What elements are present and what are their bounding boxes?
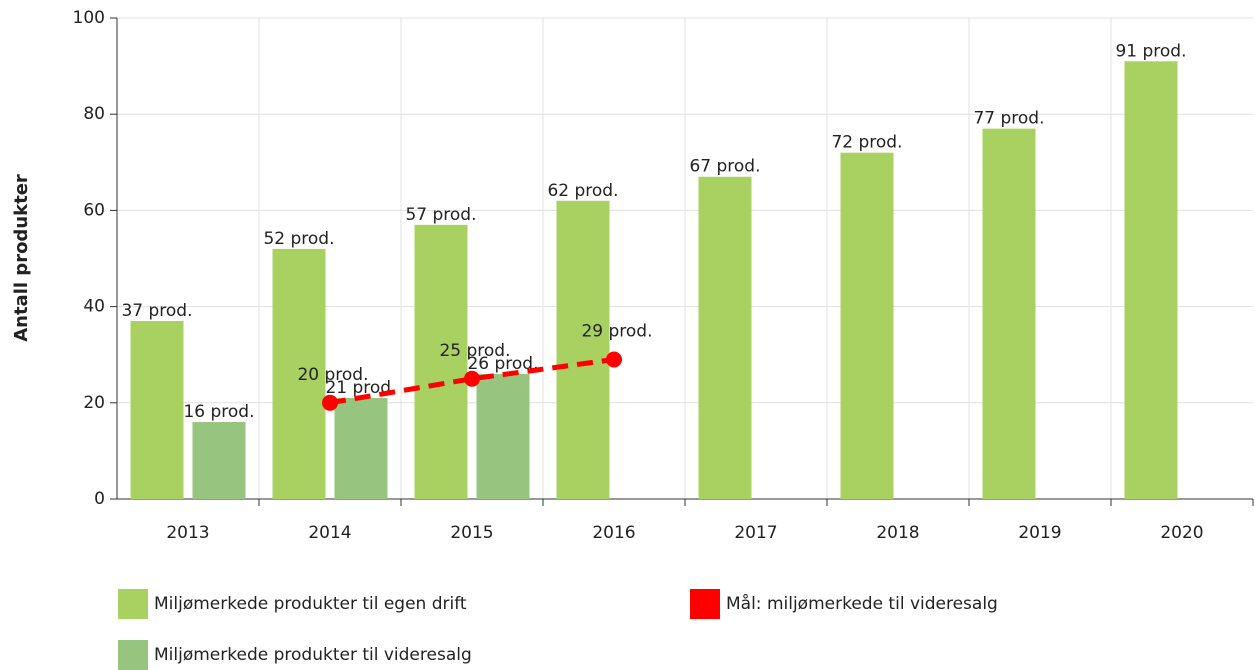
legend-label: Mål: miljømerkede til videresalg — [726, 593, 998, 614]
y-tick-label: 60 — [83, 200, 105, 220]
legend-swatch — [118, 589, 148, 619]
x-tick-label: 2015 — [450, 523, 493, 543]
x-tick-label: 2020 — [1160, 523, 1203, 543]
x-tick-label: 2017 — [734, 523, 777, 543]
y-axis-label: Antall produkter — [11, 174, 32, 342]
value-label: 72 prod. — [831, 133, 902, 153]
bar — [272, 248, 326, 499]
value-label: 62 prod. — [547, 181, 618, 201]
bar — [334, 397, 388, 499]
value-label: 25 prod. — [439, 341, 510, 361]
bar — [982, 128, 1036, 499]
value-label: 16 prod. — [183, 402, 254, 422]
bar — [476, 373, 530, 499]
x-tick-label: 2018 — [876, 523, 919, 543]
legend-swatch — [118, 640, 148, 670]
legend-label: Miljømerkede produkter til videresalg — [154, 645, 472, 665]
legend-label: Miljømerkede produkter til egen drift — [154, 594, 467, 614]
point — [606, 351, 622, 368]
x-tick-label: 2014 — [308, 523, 351, 543]
point — [464, 370, 480, 387]
value-label: 57 prod. — [405, 205, 476, 225]
bar — [698, 176, 752, 500]
value-label: 91 prod. — [1115, 41, 1186, 61]
value-label: 77 prod. — [973, 109, 1044, 129]
value-label: 37 prod. — [121, 301, 192, 321]
y-tick-label: 0 — [94, 489, 105, 509]
x-tick-label: 2019 — [1018, 523, 1061, 543]
value-label: 52 prod. — [263, 229, 334, 249]
point — [322, 394, 338, 411]
value-label: 29 prod. — [581, 322, 652, 342]
line — [329, 357, 615, 406]
bar — [556, 200, 610, 499]
value-label: 67 prod. — [689, 157, 760, 177]
y-tick-label: 40 — [83, 297, 105, 317]
bar — [192, 422, 246, 499]
bar — [414, 224, 468, 499]
legend-swatch — [690, 589, 720, 619]
value-label: 20 prod. — [297, 365, 368, 385]
x-tick-label: 2013 — [166, 523, 209, 543]
y-tick-label: 100 — [73, 8, 105, 28]
x-tick-label: 2016 — [592, 523, 635, 543]
value-label: 21 prod. — [325, 378, 396, 398]
bar — [130, 321, 184, 499]
y-tick-label: 80 — [83, 104, 105, 124]
bar — [1124, 61, 1178, 499]
y-tick-label: 20 — [83, 393, 105, 413]
value-label: 26 prod. — [467, 354, 538, 374]
bar — [840, 152, 894, 499]
